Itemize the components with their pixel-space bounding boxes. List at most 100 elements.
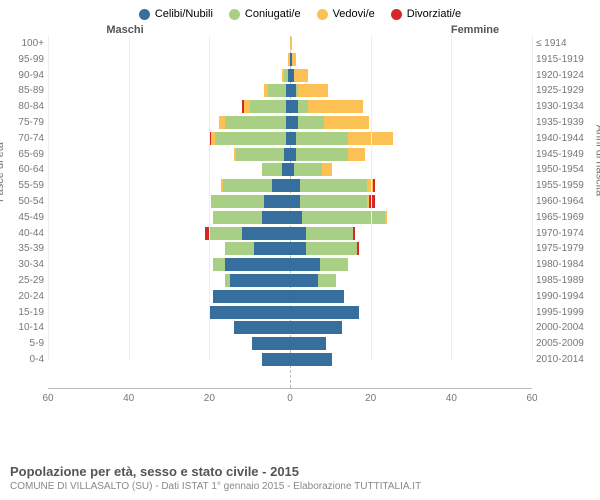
bar-segment (290, 242, 306, 255)
x-tick: 20 (204, 393, 215, 404)
bar-segment (264, 195, 290, 208)
birth-label: 2005-2009 (536, 336, 600, 352)
x-gridline (209, 36, 210, 360)
bar-segment (236, 148, 284, 161)
x-tick: 40 (446, 393, 457, 404)
bar-segment (230, 274, 291, 287)
bar-segment (290, 37, 292, 50)
age-label: 50-54 (0, 194, 44, 210)
pyramid-row (48, 257, 532, 273)
birth-label: 1940-1944 (536, 131, 600, 147)
male-half (48, 99, 290, 115)
birth-label: 1990-1994 (536, 289, 600, 305)
birth-label: 1980-1984 (536, 257, 600, 273)
bar-segment (252, 337, 290, 350)
pyramid-row (48, 52, 532, 68)
bar-segment (292, 53, 296, 66)
x-tick: 60 (526, 393, 537, 404)
birth-label: 2010-2014 (536, 352, 600, 368)
x-tick: 20 (365, 393, 376, 404)
pyramid-row (48, 241, 532, 257)
male-half (48, 305, 290, 321)
legend-label: Coniugati/e (245, 8, 301, 20)
plot (48, 36, 532, 388)
pyramid-row (48, 162, 532, 178)
bar-segment (290, 290, 344, 303)
pyramid-row (48, 68, 532, 84)
bar-segment (296, 148, 348, 161)
x-tick: 60 (42, 393, 53, 404)
age-label: 30-34 (0, 257, 44, 273)
bar-segment (308, 100, 362, 113)
bar-segment (298, 116, 324, 129)
birth-label: 1965-1969 (536, 210, 600, 226)
female-half (290, 147, 532, 163)
pyramid-row (48, 99, 532, 115)
birth-label: 1915-1919 (536, 52, 600, 68)
female-half (290, 257, 532, 273)
bar-segment (234, 321, 290, 334)
pyramid-row (48, 210, 532, 226)
bar-segment (272, 179, 290, 192)
birth-label: 1935-1939 (536, 115, 600, 131)
legend-label: Vedovi/e (333, 8, 375, 20)
bar-segment (298, 84, 328, 97)
bar-segment (298, 100, 308, 113)
male-half (48, 289, 290, 305)
age-label: 95-99 (0, 52, 44, 68)
age-label: 100+ (0, 36, 44, 52)
bar-segment (213, 211, 261, 224)
female-half (290, 320, 532, 336)
age-label: 70-74 (0, 131, 44, 147)
bar-segment (290, 211, 302, 224)
pyramid-row (48, 336, 532, 352)
header-female: Femmine (300, 24, 600, 36)
male-half (48, 352, 290, 368)
age-label: 55-59 (0, 178, 44, 194)
bar-segment (225, 116, 286, 129)
male-half (48, 162, 290, 178)
legend-item: Coniugati/e (229, 8, 301, 20)
x-gridline (48, 36, 49, 360)
x-gridline (532, 36, 533, 360)
bar-segment (290, 337, 326, 350)
pyramid-row (48, 320, 532, 336)
male-half (48, 131, 290, 147)
bar-segment (290, 100, 298, 113)
age-label: 90-94 (0, 68, 44, 84)
birth-label: 1950-1954 (536, 162, 600, 178)
bar-segment (320, 258, 348, 271)
bar-segment (318, 274, 336, 287)
pyramid-row (48, 36, 532, 52)
pyramid-row (48, 83, 532, 99)
birth-label: 1985-1989 (536, 273, 600, 289)
bar-segment (300, 195, 367, 208)
legend-item: Vedovi/e (317, 8, 375, 20)
bar-segment (353, 227, 355, 240)
female-half (290, 36, 532, 52)
male-half (48, 68, 290, 84)
pyramid-row (48, 131, 532, 147)
age-label: 0-4 (0, 352, 44, 368)
bar-segment (250, 100, 286, 113)
birth-label: 1955-1959 (536, 178, 600, 194)
bar-segment (209, 227, 241, 240)
male-half (48, 210, 290, 226)
bar-segment (324, 116, 368, 129)
bar-segment (290, 274, 318, 287)
female-half (290, 305, 532, 321)
male-half (48, 257, 290, 273)
age-label: 5-9 (0, 336, 44, 352)
age-label: 15-19 (0, 305, 44, 321)
bar-segment (254, 242, 290, 255)
female-half (290, 241, 532, 257)
bar-segment (322, 163, 332, 176)
legend-swatch (317, 9, 328, 20)
bar-segment (209, 306, 290, 319)
bar-segment (300, 179, 367, 192)
bar-segment (348, 148, 364, 161)
age-label: 60-64 (0, 162, 44, 178)
legend-swatch (391, 9, 402, 20)
pyramid-row (48, 226, 532, 242)
female-half (290, 336, 532, 352)
